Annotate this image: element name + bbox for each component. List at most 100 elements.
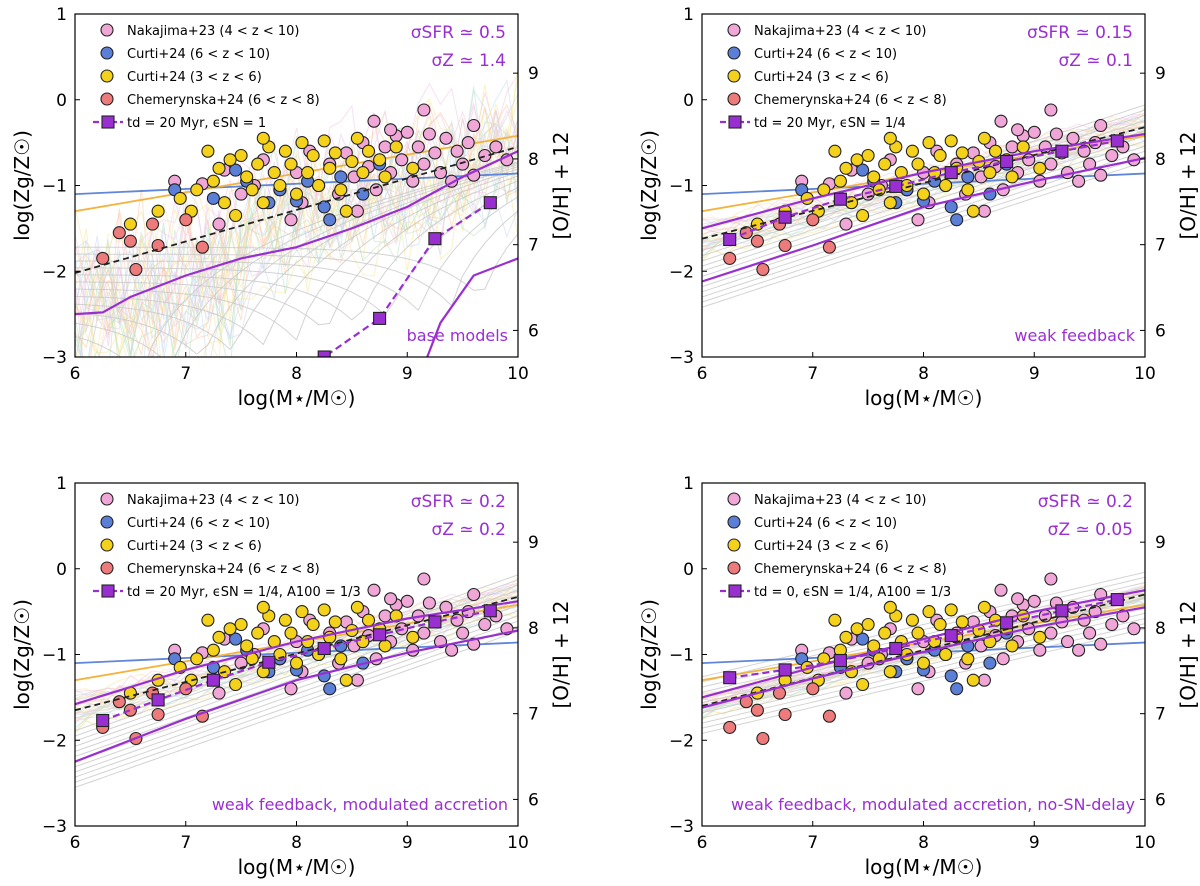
chemerynska-point <box>806 213 820 227</box>
nakajima-point <box>911 682 925 696</box>
model-square <box>889 641 903 656</box>
nakajima-point <box>1127 622 1141 636</box>
curti-low-point <box>977 131 991 145</box>
curti-low-point <box>295 136 309 150</box>
y2-tick-label: 7 <box>1155 705 1166 725</box>
sigma-sfr-label: σSFR ≃ 0.2 <box>1038 492 1133 512</box>
curti-low-point <box>966 673 980 687</box>
curti-low-point <box>306 617 320 632</box>
y2-tick-label: 6 <box>1155 321 1166 341</box>
model-track-grey <box>75 175 518 326</box>
curti-low-point <box>406 630 420 644</box>
curti-low-point <box>1016 140 1030 154</box>
model-track-grey <box>75 210 518 307</box>
nakajima-point <box>350 204 364 218</box>
x-tick-label: 8 <box>291 833 302 853</box>
model-square <box>483 196 497 210</box>
model-square <box>1000 154 1014 169</box>
curti-low-point <box>839 161 853 175</box>
legend-label: Curti+24 (6 < z < 10) <box>754 47 897 62</box>
legend-label: Curti+24 (6 < z < 10) <box>754 516 897 531</box>
y-tick-label: −2 <box>42 262 67 282</box>
model-track <box>75 86 518 331</box>
curti-low-point <box>151 204 165 218</box>
plot-area <box>75 572 518 788</box>
curti-low-point <box>356 166 370 180</box>
nakajima-point <box>422 127 436 141</box>
nakajima-point <box>417 626 431 640</box>
nakajima-point <box>461 136 475 150</box>
model-track-grey <box>75 625 518 783</box>
nakajima-point <box>467 587 481 602</box>
model-lower-line <box>426 257 518 357</box>
curti-low-point <box>328 615 342 629</box>
panel-bottom-left: 6 7 8 9 10 −3 −2 −1 0 1 6 7 8 9 log(M⋆/M☉) log(Zg/Z☉) [O… <box>10 474 573 879</box>
curti-low-point <box>867 170 881 184</box>
y2-tick-label: 6 <box>528 321 539 341</box>
panel-bottom-right: 6 7 8 9 10 −3 −2 −1 0 1 6 7 8 9 log(M⋆/M☉) log(Zg/Z☉) [O… <box>637 474 1200 879</box>
curti-low-point <box>839 630 853 644</box>
nakajima-point <box>369 183 383 197</box>
curti-low-point <box>939 647 953 662</box>
chemerynska-point <box>195 240 209 254</box>
model-square <box>944 629 958 643</box>
sigma-z-label: σZ ≃ 0.2 <box>431 520 506 540</box>
y2-tick-label: 9 <box>1155 533 1166 553</box>
legend-model-marker <box>101 115 115 129</box>
curti-low-point <box>284 157 298 171</box>
y-tick-label: 1 <box>56 5 67 25</box>
curti-low-point <box>939 178 953 193</box>
model-square <box>833 653 847 668</box>
curti-low-point <box>905 144 919 158</box>
model-lower-line <box>75 629 518 763</box>
curti-high-point <box>317 200 331 214</box>
curti-low-point <box>916 656 931 670</box>
x-tick-label: 7 <box>807 833 818 853</box>
nakajima-point <box>977 673 991 687</box>
x-tick-label: 10 <box>1134 833 1156 853</box>
curti-low-point <box>983 166 997 180</box>
legend-label: Chemerynska+24 (6 < z < 8) <box>754 93 947 108</box>
chemerynska-point <box>151 238 165 253</box>
nakajima-point <box>994 583 1008 597</box>
curti-low-point <box>883 665 897 679</box>
y-axis-label: log(Zg/Z☉) <box>637 130 661 241</box>
curti-high-point <box>229 632 243 646</box>
chemerynska-point <box>778 707 792 722</box>
fit-line <box>75 146 518 274</box>
curti-low-point <box>828 613 842 627</box>
model-square <box>723 232 737 247</box>
curti-low-point <box>295 605 309 619</box>
model-track <box>75 82 518 318</box>
y-tick-label: −2 <box>669 262 694 282</box>
model-track <box>75 125 518 357</box>
legend-model-label: td = 20 Myr, ϵSN = 1/4 <box>754 116 906 131</box>
nakajima-point <box>1044 626 1058 640</box>
y2-tick-label: 7 <box>528 236 539 256</box>
model-square <box>428 232 442 246</box>
chemerynska-point <box>179 213 193 227</box>
model-square <box>317 641 331 656</box>
model-median-line <box>729 139 1118 241</box>
curti-low-point <box>1005 639 1019 653</box>
nakajima-point <box>284 213 298 227</box>
nakajima-point <box>367 114 381 128</box>
model-square <box>262 655 276 669</box>
plot-area <box>702 103 1145 308</box>
chemerynska-point <box>723 251 737 265</box>
model-square <box>207 385 219 397</box>
nakajima-point <box>1077 613 1091 627</box>
y2-tick-label: 9 <box>528 64 539 84</box>
curti-low-point <box>229 677 243 692</box>
curti-low-point <box>922 605 936 619</box>
nakajima-point <box>1049 127 1063 141</box>
y-tick-label: −1 <box>669 177 694 197</box>
x-tick-label: 7 <box>807 364 818 384</box>
y2-tick-label: 8 <box>1155 150 1166 170</box>
curti-low-point <box>911 157 925 171</box>
fit-line <box>702 593 1145 707</box>
y-tick-label: −3 <box>42 817 67 837</box>
x-axis-label: log(M⋆/M☉) <box>238 386 356 410</box>
model-track-grey <box>702 161 1145 308</box>
model-track-grey <box>75 233 518 291</box>
